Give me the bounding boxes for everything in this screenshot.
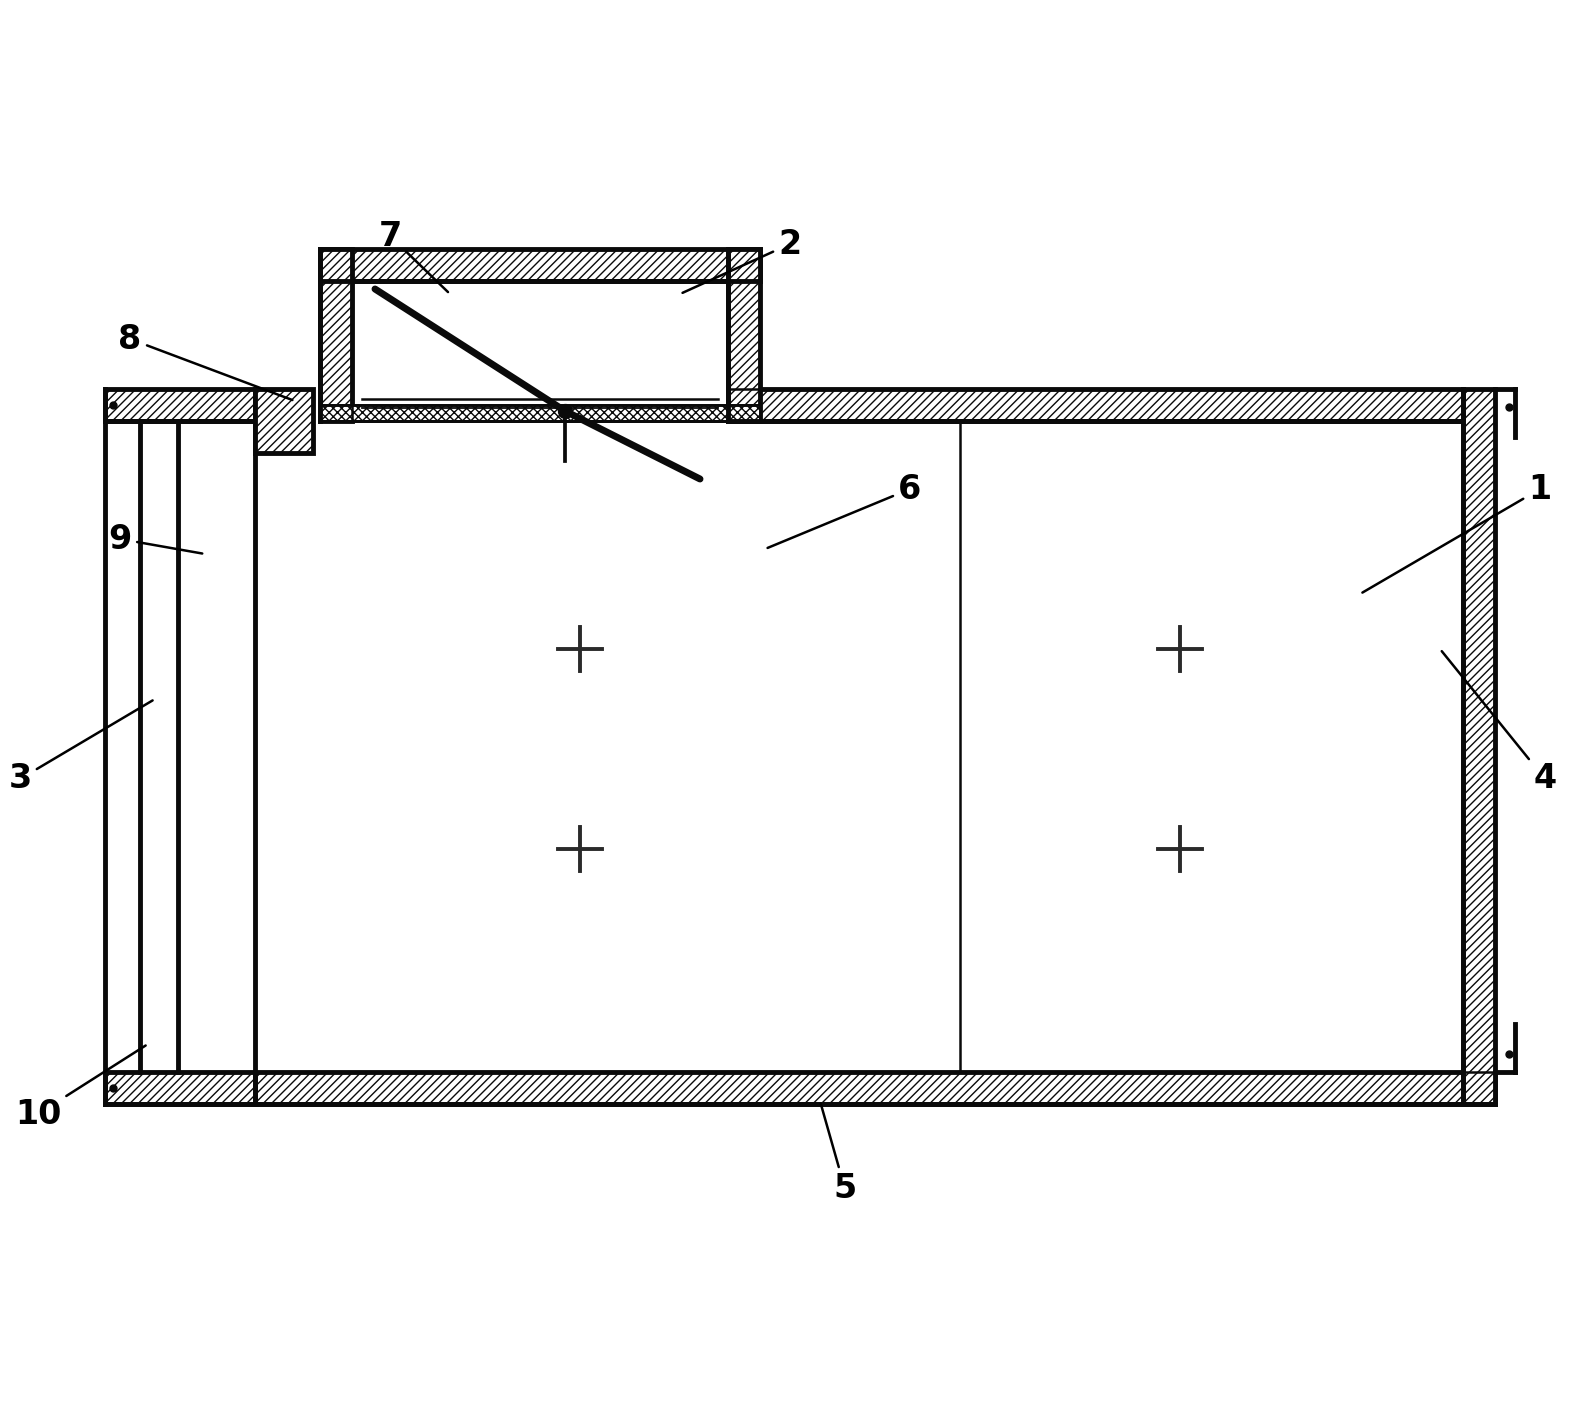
Bar xyxy=(105,1072,255,1105)
Bar xyxy=(320,250,352,421)
Text: 10: 10 xyxy=(14,1045,146,1130)
Text: 7: 7 xyxy=(379,220,448,292)
Bar xyxy=(352,281,729,421)
Bar xyxy=(255,421,1464,1072)
Bar xyxy=(105,389,255,421)
Bar xyxy=(320,250,760,281)
Bar xyxy=(255,1072,1495,1105)
Text: 4: 4 xyxy=(1441,651,1557,795)
Bar xyxy=(729,389,1464,421)
Text: 3: 3 xyxy=(8,700,152,795)
Text: 2: 2 xyxy=(683,227,802,294)
Text: 1: 1 xyxy=(1362,472,1552,593)
Bar xyxy=(729,250,760,421)
Bar xyxy=(1464,389,1495,1105)
Text: 8: 8 xyxy=(119,322,293,400)
Text: 9: 9 xyxy=(108,522,203,556)
Bar xyxy=(255,389,312,452)
Bar xyxy=(320,406,760,421)
Text: 6: 6 xyxy=(768,472,922,547)
Text: 5: 5 xyxy=(821,1103,857,1205)
